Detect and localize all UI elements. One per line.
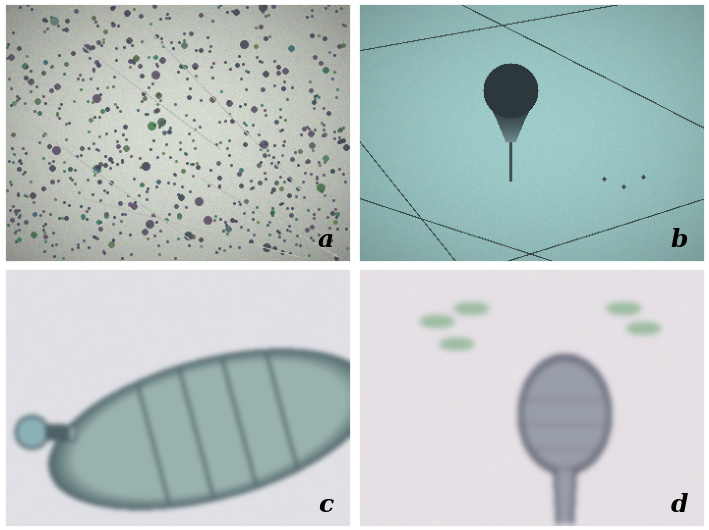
Text: d: d <box>671 493 688 517</box>
Text: b: b <box>671 228 688 252</box>
Text: a: a <box>318 228 334 252</box>
Text: c: c <box>318 493 334 517</box>
